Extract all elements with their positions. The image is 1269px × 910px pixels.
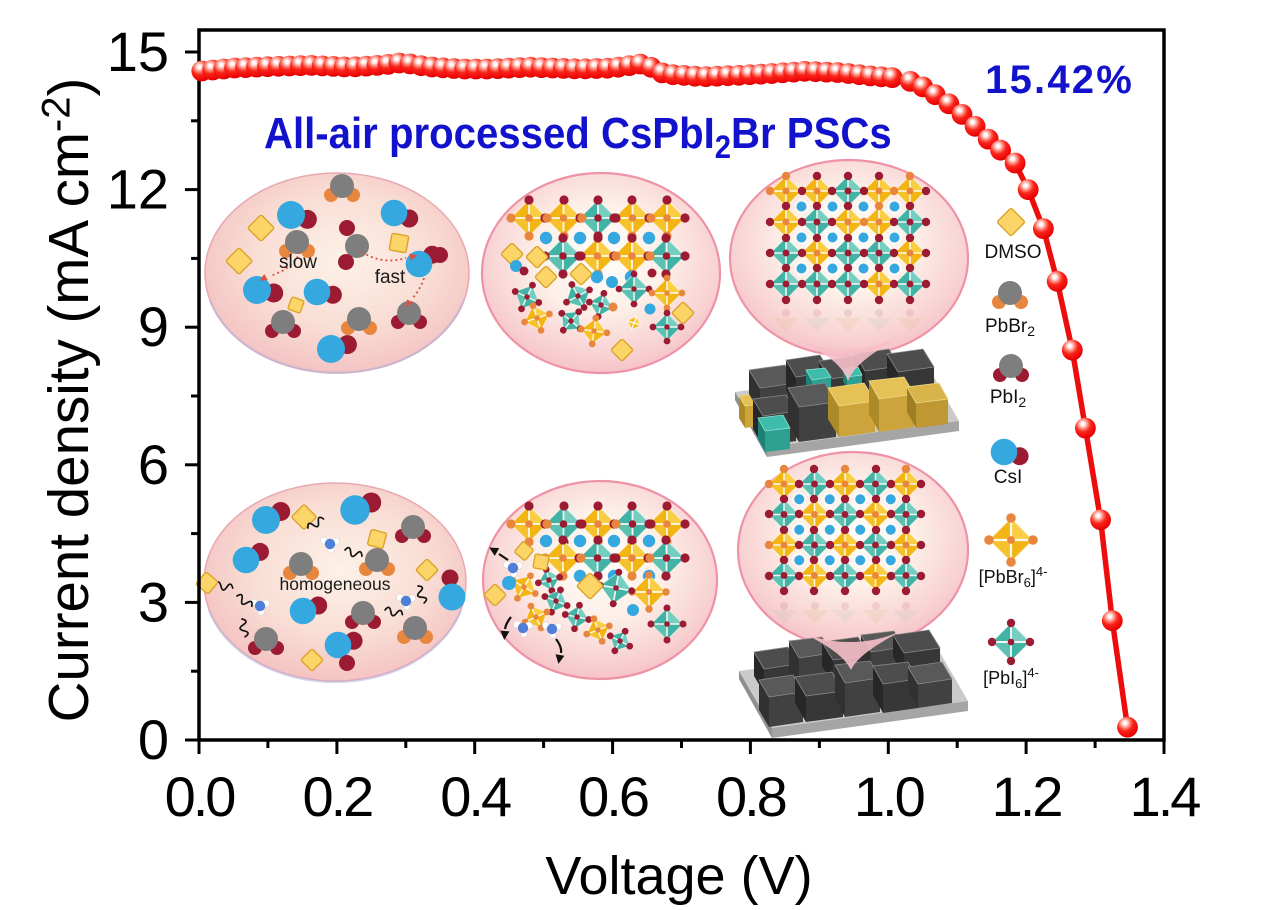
svg-text:1.4: 1.4 [1130,765,1201,828]
svg-text:0.0: 0.0 [165,765,235,828]
svg-text:12: 12 [107,158,169,221]
svg-text:6: 6 [138,433,169,496]
svg-text:15.42%: 15.42% [985,58,1134,102]
svg-text:0.4: 0.4 [440,765,511,828]
svg-text:0.2: 0.2 [302,765,372,828]
svg-text:fast: fast [375,267,406,288]
svg-text:3: 3 [138,570,169,633]
svg-text:PbI2: PbI2 [990,387,1027,410]
svg-text:CsI: CsI [994,467,1023,488]
svg-text:DMSO: DMSO [985,242,1042,263]
svg-text:9: 9 [138,295,169,358]
svg-text:All-air processed CsPbI2Br PSC: All-air processed CsPbI2Br PSCs [264,108,892,165]
svg-text:1.0: 1.0 [854,765,924,828]
svg-text:PbBr2: PbBr2 [985,316,1035,339]
svg-text:0: 0 [138,708,169,771]
svg-text:15: 15 [107,20,169,83]
svg-text:0.6: 0.6 [578,765,648,828]
svg-text:Current density (mA cm-2): Current density (mA cm-2) [35,78,101,723]
svg-text:homogeneous: homogeneous [280,574,391,594]
svg-text:0.8: 0.8 [716,765,786,828]
svg-text:1.2: 1.2 [992,765,1062,828]
svg-text:Voltage (V): Voltage (V) [545,846,812,906]
svg-text:slow: slow [279,252,317,273]
